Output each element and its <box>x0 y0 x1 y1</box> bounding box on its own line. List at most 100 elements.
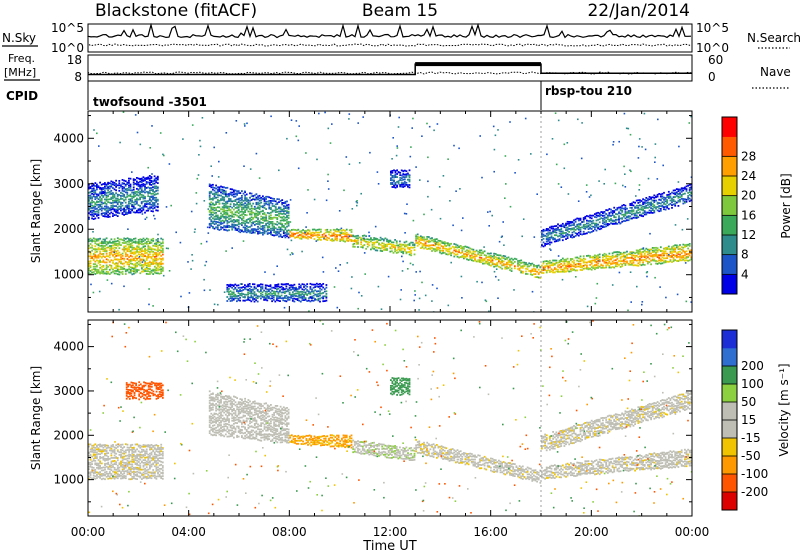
heatmap-cell <box>664 203 667 206</box>
heatmap-cell <box>423 247 425 250</box>
heatmap-cell <box>263 297 265 299</box>
heatmap-cell <box>558 259 561 262</box>
heatmap-cell <box>331 233 334 236</box>
heatmap-cell <box>250 224 253 227</box>
heatmap-cell <box>605 221 608 223</box>
heatmap-cell <box>245 225 248 227</box>
heatmap-cell <box>232 291 235 294</box>
heatmap-cell <box>566 268 569 270</box>
heatmap-cell <box>150 261 153 264</box>
heatmap-cell <box>142 194 145 197</box>
heatmap-cell <box>157 269 159 272</box>
heatmap-cell <box>666 199 669 201</box>
heatmap-cell <box>605 213 608 215</box>
heatmap-cell <box>245 219 248 222</box>
heatmap-cell <box>410 254 413 257</box>
heatmap-cell <box>579 264 582 267</box>
heatmap-cell <box>669 196 672 199</box>
heatmap-cell <box>115 262 118 264</box>
heatmap-cell <box>253 294 256 297</box>
heatmap-cell <box>115 211 117 214</box>
heatmap-cell <box>158 253 161 256</box>
heatmap-cell <box>656 249 659 252</box>
heatmap-cell <box>297 228 300 231</box>
heatmap-cell <box>218 224 221 227</box>
cpid-program-2: rbsp-tou 210 <box>545 84 632 98</box>
heatmap-cell <box>89 253 92 255</box>
heatmap-cell <box>680 188 683 191</box>
heatmap-cell <box>263 213 266 216</box>
heatmap-cell <box>241 224 243 226</box>
heatmap-cell <box>94 468 97 471</box>
heatmap-cell <box>241 198 243 201</box>
heatmap-cell <box>396 181 398 183</box>
heatmap-cell <box>586 215 588 217</box>
heatmap-cell <box>266 293 269 296</box>
heatmap-cell <box>144 242 146 245</box>
noise-speck <box>153 214 155 217</box>
heatmap-cell <box>96 210 98 213</box>
noise-speck <box>327 188 330 190</box>
noise-speck <box>581 122 583 124</box>
heatmap-cell <box>680 246 683 248</box>
heatmap-cell <box>142 200 145 203</box>
heatmap-cell <box>104 261 106 264</box>
heatmap-cell <box>435 249 438 252</box>
heatmap-cell <box>156 175 159 178</box>
heatmap-cell <box>116 184 119 187</box>
noise-speck <box>165 206 168 208</box>
heatmap-cell <box>248 296 251 299</box>
heatmap-cell <box>394 246 396 249</box>
heatmap-cell <box>133 238 135 240</box>
heatmap-cell <box>89 270 92 272</box>
heatmap-cell <box>320 296 323 299</box>
heatmap-cell <box>299 234 301 236</box>
heatmap-cell <box>141 241 143 243</box>
heatmap-cell <box>552 271 554 274</box>
heatmap-cell <box>269 285 272 288</box>
heatmap-cell <box>277 297 280 299</box>
heatmap-cell <box>144 197 146 200</box>
noise-speck <box>479 135 481 137</box>
heatmap-cell <box>577 265 580 268</box>
heatmap-cell <box>153 182 156 185</box>
heatmap-cell <box>240 289 243 292</box>
heatmap-cell <box>124 201 127 204</box>
heatmap-cell <box>281 199 284 201</box>
heatmap-cell <box>507 263 510 266</box>
heatmap-cell <box>89 196 92 198</box>
heatmap-cell <box>252 231 255 234</box>
heatmap-cell <box>161 245 164 247</box>
heatmap-cell <box>629 217 632 220</box>
heatmap-cell <box>272 299 275 301</box>
heatmap-cell <box>571 269 574 272</box>
heatmap-cell <box>236 207 238 209</box>
heatmap-cell <box>507 256 510 259</box>
heatmap-cell <box>123 237 126 240</box>
heatmap-cell <box>569 234 572 237</box>
heatmap-cell <box>139 242 142 245</box>
heatmap-cell <box>99 186 101 189</box>
heatmap-cell <box>626 257 628 259</box>
heatmap-cell <box>147 238 150 241</box>
noise-speck <box>630 170 632 173</box>
heatmap-cell <box>224 212 227 214</box>
heatmap-cell <box>611 260 614 263</box>
heatmap-cell <box>97 247 100 249</box>
noise-speck <box>249 168 252 170</box>
noise-sky-label: N.Sky <box>2 31 36 45</box>
heatmap-cell <box>456 244 459 247</box>
heatmap-cell <box>215 193 217 196</box>
heatmap-cell <box>582 217 585 219</box>
heatmap-cell <box>144 270 146 272</box>
heatmap-cell <box>131 273 134 276</box>
heatmap-cell <box>134 264 137 267</box>
noise-speck <box>484 299 487 301</box>
noise-speck <box>435 243 437 245</box>
heatmap-cell <box>89 272 92 275</box>
heatmap-cell <box>332 228 335 231</box>
heatmap-cell <box>560 262 563 265</box>
heatmap-cell <box>339 231 342 234</box>
heatmap-cell <box>639 201 641 204</box>
heatmap-cell <box>118 265 121 268</box>
